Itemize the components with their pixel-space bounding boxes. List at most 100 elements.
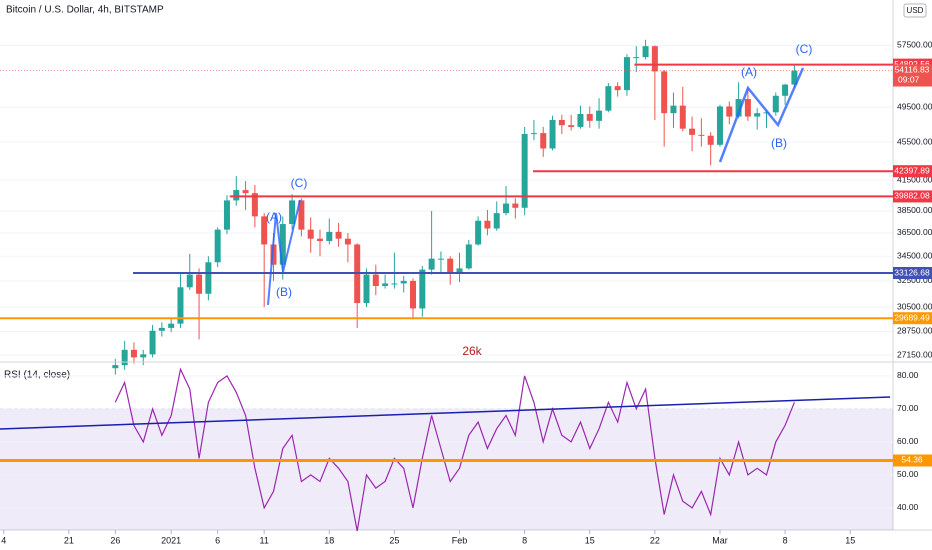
candle-body [391,283,398,285]
candle-body [270,244,277,265]
candle-body [140,354,147,358]
candle-body [130,349,137,358]
x-tick-label: 22 [650,535,660,545]
y-tick-label: 41500.00 [897,174,932,184]
candle-body [633,57,640,59]
x-tick-label: 26 [110,535,120,545]
level-label: 54.36 [901,455,923,465]
x-tick-label: 4 [1,535,6,545]
annotation: (C) [291,176,308,190]
candle-body [428,258,435,270]
candle-body [456,268,463,274]
level-label: 54892.56 [894,59,930,69]
x-tick-label: 11 [260,535,269,545]
y-tick-label: 60.00 [897,436,919,446]
currency: USD [907,6,924,15]
candle-body [558,119,565,126]
candle-body [661,71,668,114]
candle-body [326,231,333,241]
level-badge [893,165,932,178]
candle-body [735,99,742,117]
wave-line [718,67,805,163]
candle-body [251,193,258,217]
level-badge [893,312,932,325]
level-badge [893,190,932,203]
candle-body [149,330,156,355]
chart-title: Bitcoin / U.S. Dollar, 4h, BITSTAMP [6,5,164,16]
candle-body [279,224,286,265]
candle-body [670,105,677,114]
x-tick-label: Mar [712,535,728,545]
y-tick-label: 40.00 [897,502,919,512]
candle-body [158,327,165,331]
level-badge [893,454,932,467]
y-tick-label: 45500.00 [897,136,932,146]
x-tick-label: 2021 [161,535,181,545]
candle-body [763,112,770,114]
annotation: (B) [276,285,292,299]
trend-line [0,396,891,430]
countdown: 09:07 [898,75,920,85]
y-tick-label: 80.00 [897,370,919,380]
candle-body [475,220,482,245]
candle-body [335,231,342,239]
candle-body [530,133,537,135]
annotation: (C) [796,42,813,56]
candle-body [782,84,789,96]
candle-body [744,99,751,117]
candle-body [410,280,417,309]
x-tick-label: 18 [324,535,334,545]
candle-body [289,200,296,225]
candle-body [177,287,184,324]
x-tick-label: 6 [215,535,220,545]
level-label: 42397.89 [894,165,930,175]
wave-line [267,199,301,306]
last-price-badge [893,64,932,87]
y-tick-label: 28750.00 [897,326,932,336]
candle-body [447,258,454,274]
rsi-line [114,367,795,532]
annotation: (B) [771,136,787,150]
candle-body [112,365,119,369]
candle-body [205,262,212,294]
candle-body [400,280,407,284]
candle-body [372,274,379,287]
candle-body [233,190,240,201]
candle-body [596,110,603,121]
y-tick-label: 70.00 [897,403,919,413]
x-tick-label: 15 [585,535,595,545]
y-tick-label: 49500.00 [897,102,932,112]
level-label: 39882.08 [894,191,930,201]
candle-body [363,274,370,304]
candle-body [316,238,323,241]
y-tick-label: 38500.00 [897,205,932,215]
level-label: 33126.68 [894,267,930,277]
candle-body [707,135,714,145]
candle-body [261,216,268,245]
candle-body [577,114,584,127]
candle-body [186,274,193,288]
x-tick-label: 25 [389,535,399,545]
candle-body [419,269,426,309]
candle-body [242,190,249,194]
candle-body [437,258,444,260]
y-tick-label: 36500.00 [897,227,932,237]
candle-body [521,133,528,208]
candle-body [716,106,723,145]
candle-body [689,128,696,135]
candle-body [586,114,593,121]
candle-body [382,283,389,287]
candle-body [465,244,472,269]
candle-body [698,134,705,136]
candle-body [168,323,175,328]
y-tick-label: 34500.00 [897,250,932,260]
candle-body [642,46,649,58]
candle-body [307,229,314,239]
candle-body [726,106,733,117]
x-tick-label: 8 [783,535,788,545]
candle-body [605,86,612,111]
rsi-title: RSI (14, close) [4,370,70,381]
y-tick-label: 57500.00 [897,40,932,50]
